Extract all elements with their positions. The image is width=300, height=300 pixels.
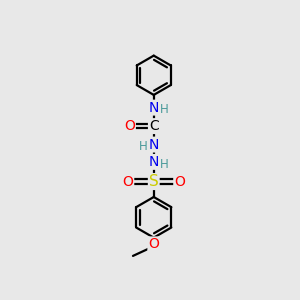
Text: O: O bbox=[174, 175, 185, 188]
Text: H: H bbox=[160, 158, 169, 171]
Text: H: H bbox=[139, 140, 148, 153]
Text: O: O bbox=[148, 237, 159, 251]
Text: O: O bbox=[122, 175, 133, 188]
Text: N: N bbox=[148, 155, 159, 169]
Text: C: C bbox=[149, 119, 159, 133]
Text: N: N bbox=[148, 100, 159, 115]
Text: S: S bbox=[149, 174, 159, 189]
Text: N: N bbox=[148, 138, 159, 152]
Text: H: H bbox=[160, 103, 169, 116]
Text: O: O bbox=[124, 119, 135, 133]
